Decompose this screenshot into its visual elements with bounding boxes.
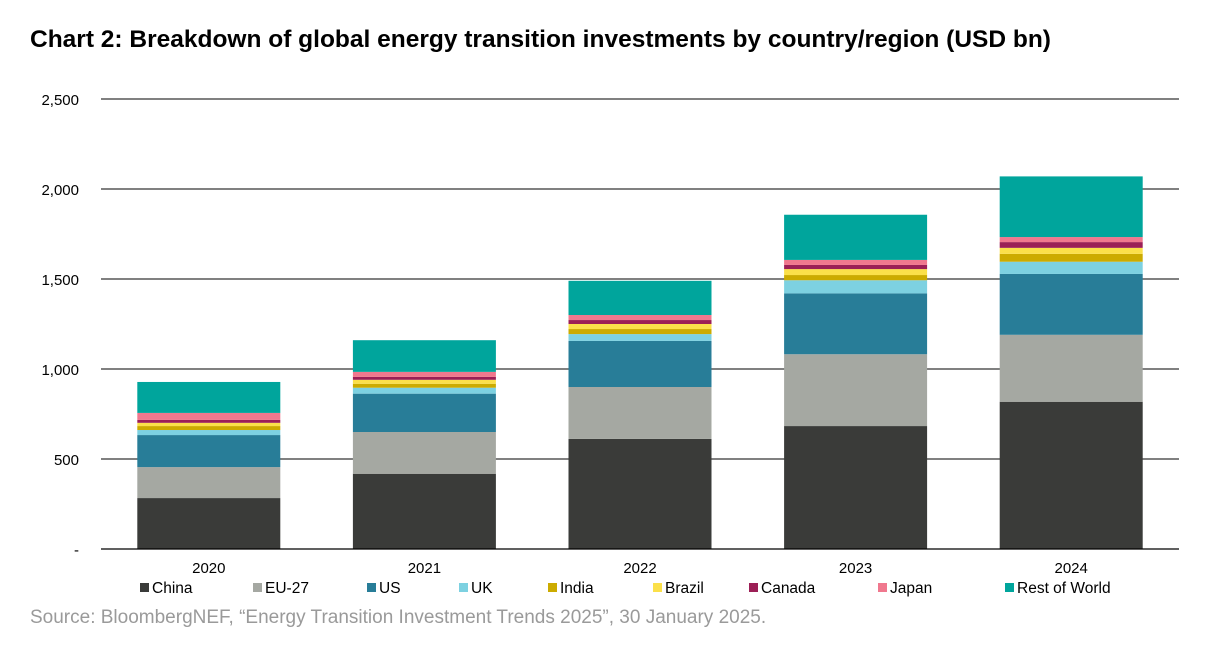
bar-segment-india	[999, 253, 1143, 262]
legend-label: Canada	[761, 580, 816, 597]
legend-label: US	[379, 580, 401, 597]
legend-swatch	[749, 583, 758, 592]
legend-swatch	[878, 583, 887, 592]
bar-stacks	[137, 176, 1143, 549]
bar-segment-us	[352, 393, 496, 432]
bar-segment-brazil	[137, 422, 281, 427]
bar-segment-uk	[137, 430, 281, 436]
bar-segment-india	[568, 329, 712, 335]
legend-item-japan: Japan	[878, 580, 932, 597]
legend-item-brazil: Brazil	[653, 580, 704, 597]
bar-stack-2024	[999, 176, 1143, 549]
y-tick-label: 1,000	[41, 362, 79, 379]
x-tick-label: 2024	[1055, 560, 1088, 577]
legend-label: Brazil	[665, 580, 704, 597]
bar-segment-china	[352, 473, 496, 549]
bar-segment-eu-27	[137, 467, 281, 499]
bar-segment-japan	[137, 412, 281, 420]
chart-title: Chart 2: Breakdown of global energy tran…	[30, 26, 1051, 53]
y-axis-tick-labels: - 500 1,000 1,500 2,000 2,500	[41, 92, 79, 559]
bar-segment-japan	[999, 237, 1143, 243]
bar-segment-rest-of-world	[784, 214, 928, 260]
bar-segment-uk	[999, 261, 1143, 274]
bar-segment-brazil	[999, 247, 1143, 254]
legend-swatch	[459, 583, 468, 592]
legend-item-china: China	[140, 580, 193, 597]
legend-item-canada: Canada	[749, 580, 816, 597]
bar-segment-uk	[784, 280, 928, 294]
bar-segment-china	[999, 401, 1143, 549]
bar-stack-2022	[568, 280, 712, 549]
bar-segment-brazil	[784, 269, 928, 276]
source-note: Source: BloombergNEF, “Energy Transition…	[30, 607, 767, 628]
bar-segment-eu-27	[784, 354, 928, 427]
bar-segment-canada	[568, 320, 712, 324]
bar-segment-us	[999, 273, 1143, 335]
legend-item-us: US	[367, 580, 401, 597]
legend-item-eu-27: EU-27	[253, 580, 309, 597]
bar-segment-uk	[568, 334, 712, 341]
y-tick-label: -	[74, 542, 79, 559]
bar-segment-india	[137, 426, 281, 431]
x-tick-label: 2021	[408, 560, 441, 577]
bar-segment-china	[784, 426, 928, 549]
bar-segment-rest-of-world	[352, 340, 496, 372]
bar-stack-2020	[137, 381, 281, 549]
legend-label: UK	[471, 580, 493, 597]
y-tick-label: 2,500	[41, 92, 79, 109]
y-tick-label: 2,000	[41, 182, 79, 199]
legend-swatch	[367, 583, 376, 592]
bar-segment-canada	[784, 264, 928, 270]
x-tick-label: 2022	[623, 560, 656, 577]
bar-segment-canada	[137, 419, 281, 423]
legend-swatch	[1005, 583, 1014, 592]
legend-label: China	[152, 580, 193, 597]
bar-segment-us	[137, 435, 281, 468]
bar-segment-eu-27	[568, 387, 712, 439]
x-tick-label: 2020	[192, 560, 225, 577]
legend: China EU-27 US UK India Brazil Canada Japan Rest…	[140, 580, 1111, 597]
bar-segment-us	[784, 293, 928, 355]
bar-segment-china	[568, 438, 712, 549]
legend-swatch	[140, 583, 149, 592]
bar-segment-brazil	[568, 324, 712, 330]
y-tick-label: 500	[54, 452, 79, 469]
legend-swatch	[253, 583, 262, 592]
bar-segment-eu-27	[999, 334, 1143, 402]
legend-label: Rest of World	[1017, 580, 1111, 597]
bar-segment-us	[568, 340, 712, 387]
y-tick-label: 1,500	[41, 272, 79, 289]
bar-segment-brazil	[352, 379, 496, 384]
bar-segment-india	[352, 383, 496, 388]
legend-label: EU-27	[265, 580, 309, 597]
bar-segment-india	[784, 275, 928, 281]
legend-swatch	[653, 583, 662, 592]
legend-item-rest-of-world: Rest of World	[1005, 580, 1111, 597]
legend-item-uk: UK	[459, 580, 493, 597]
bar-segment-canada	[352, 376, 496, 380]
bar-stack-2023	[784, 214, 928, 549]
bar-segment-japan	[352, 371, 496, 377]
bar-segment-rest-of-world	[137, 381, 281, 413]
bar-segment-japan	[568, 315, 712, 321]
legend-swatch	[548, 583, 557, 592]
bar-segment-japan	[784, 259, 928, 265]
legend-label: Japan	[890, 580, 932, 597]
bar-segment-eu-27	[352, 432, 496, 474]
x-axis-tick-labels: 2020 2021 2022 2023 2024	[192, 560, 1088, 577]
bar-segment-rest-of-world	[568, 280, 712, 315]
bar-segment-canada	[999, 242, 1143, 248]
bar-stack-2021	[352, 340, 496, 549]
bar-segment-uk	[352, 387, 496, 394]
legend-label: India	[560, 580, 594, 597]
bar-segment-china	[137, 498, 281, 549]
x-tick-label: 2023	[839, 560, 872, 577]
legend-item-india: India	[548, 580, 594, 597]
bar-segment-rest-of-world	[999, 176, 1143, 238]
